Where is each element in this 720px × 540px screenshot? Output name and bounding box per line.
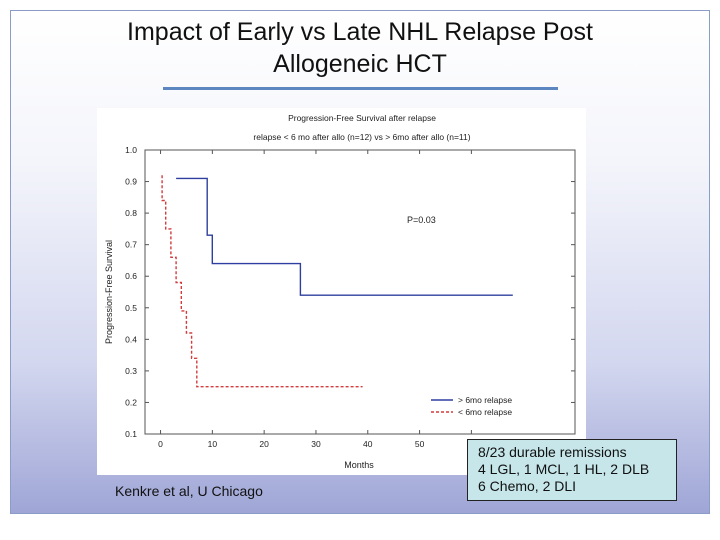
legend-label: < 6mo relapse: [458, 407, 512, 417]
x-tick-label: 20: [259, 439, 269, 449]
x-tick-label: 40: [363, 439, 373, 449]
x-tick-label: 0: [158, 439, 163, 449]
y-axis-label: Progression-Free Survival: [104, 240, 114, 344]
y-tick-label: 0.7: [125, 240, 137, 250]
chart-title: Progression-Free Survival after relapse: [288, 113, 436, 123]
pfs-chart: Progression-Free Survival after relapse …: [104, 113, 576, 470]
legend-label: > 6mo relapse: [458, 395, 512, 405]
summary-callout: 8/23 durable remissions 4 LGL, 1 MCL, 1 …: [467, 439, 677, 501]
y-tick-label: 0.6: [125, 271, 137, 281]
chart-subtitle: relapse < 6 mo after allo (n=12) vs > 6m…: [253, 132, 470, 142]
title-underline: [163, 87, 558, 90]
y-tick-label: 0.1: [125, 429, 137, 439]
plot-panel: Progression-Free Survival after relapse …: [97, 108, 586, 475]
legend: > 6mo relapse < 6mo relapse: [431, 395, 512, 417]
title-line-2: Allogeneic HCT: [273, 50, 447, 78]
plot-area: [144, 149, 576, 435]
x-tick-label: 10: [208, 439, 218, 449]
series-line-1: [161, 175, 363, 388]
title-line-1: Impact of Early vs Late NHL Relapse Post: [127, 18, 593, 46]
y-tick-label: 0.5: [125, 303, 137, 313]
callout-line: 8/23 durable remissions: [478, 444, 627, 460]
y-tick-label: 0.2: [125, 397, 137, 407]
callout-line: 4 LGL, 1 MCL, 1 HL, 2 DLB: [478, 461, 650, 477]
citation: Kenkre et al, U Chicago: [115, 483, 263, 499]
y-tick-label: 0.9: [125, 177, 137, 187]
x-tick-label: 50: [415, 439, 425, 449]
y-tick-label: 1.0: [125, 145, 137, 155]
x-axis-label: Months: [344, 460, 374, 470]
y-tick-label: 0.3: [125, 366, 137, 376]
x-tick-label: 30: [311, 439, 321, 449]
series-layer: [161, 175, 513, 388]
p-value-annotation: P=0.03: [407, 215, 436, 225]
series-line-0: [176, 177, 513, 296]
slide-title: Impact of Early vs Late NHL Relapse Post…: [40, 16, 680, 80]
y-axis: 0.1 0.2 0.3 0.4 0.5 0.6 0.7 0.8 0.9 1.0: [125, 145, 575, 439]
y-tick-label: 0.4: [125, 334, 137, 344]
x-axis: 0102030405060: [158, 150, 476, 449]
y-tick-label: 0.8: [125, 208, 137, 218]
callout-line: 6 Chemo, 2 DLI: [478, 478, 577, 494]
